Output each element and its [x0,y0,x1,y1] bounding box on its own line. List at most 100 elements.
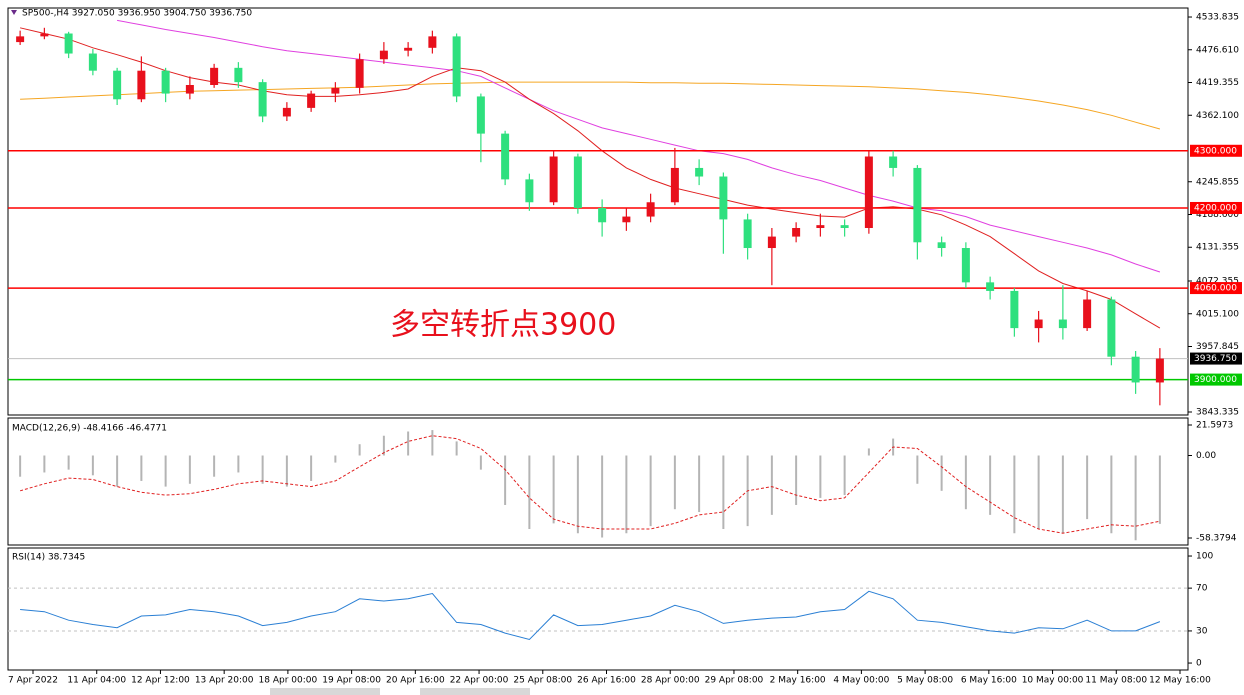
candle-body [40,33,49,37]
candle-body [355,59,364,88]
x-tick-label: 4 May 00:00 [833,676,889,686]
candle-body [889,156,898,168]
y-tick-label: 4072.355 [1196,276,1239,286]
moving-average [19,27,1161,329]
x-tick-label: 12 Apr 12:00 [131,676,190,686]
y-tick-label: 3843.335 [1196,408,1239,418]
candle-body [622,216,631,223]
y-tick-label: 4188.600 [1196,210,1239,220]
y-tick-label: 4419.355 [1196,78,1239,88]
macd-panel [7,417,1189,546]
annotation: 多空转折点3900 [390,308,616,343]
candle-body [16,36,25,43]
candle-body [937,242,946,249]
chart-header: SP500-,H4 3927.050 3936.950 3904.750 393… [22,9,252,19]
tab[interactable] [270,688,380,695]
candle-body [864,156,873,229]
level-tag [1190,373,1242,386]
rsi-y-tick-label: 100 [1196,552,1213,562]
candle-body [428,36,437,48]
x-tick-label: 25 Apr 08:00 [513,676,572,686]
candle-body [161,70,170,94]
macd-y-tick-label: 0.00 [1196,451,1216,461]
candle-body [695,167,704,177]
candle-body [113,70,122,100]
candle-body [670,167,679,203]
last-price-tag [1190,352,1242,365]
candle-body [913,167,922,243]
candle-body [792,228,801,237]
candle-body [573,156,582,208]
x-tick-label: 10 May 00:00 [1022,676,1084,686]
x-tick-label: 12 May 16:00 [1149,676,1211,686]
x-tick-label: 11 Apr 04:00 [67,676,126,686]
macd-y-tick-label: 21.5973 [1196,420,1233,430]
y-tick-label: 4362.100 [1196,111,1239,121]
candle-body [986,282,995,291]
candle-body [404,47,413,51]
candle-body [185,84,194,94]
candle-body [1010,290,1019,329]
macd-title: MACD(12,26,9) -48.4166 -46.4771 [12,424,167,434]
rsi-y-tick-label: 70 [1196,584,1208,594]
main-panel [7,7,1189,416]
candle-body [452,36,461,97]
candle-body [307,93,316,108]
x-tick-label: 13 Apr 20:00 [195,676,254,686]
level-label: 4200.000 [1194,203,1237,213]
x-tick-label: 26 Apr 16:00 [577,676,636,686]
level-label: 4060.000 [1194,284,1237,294]
candle-body [282,107,291,117]
candle-body [816,225,825,229]
candle-body [719,176,728,220]
y-tick-label: 3957.845 [1196,342,1239,352]
candle-body [234,67,243,83]
y-tick-label: 4533.835 [1196,13,1239,23]
x-tick-label: 19 Apr 08:00 [322,676,381,686]
candle-body [961,248,970,283]
x-tick-label: 2 May 16:00 [770,676,826,686]
rsi-title: RSI(14) 38.7345 [12,553,85,563]
tab[interactable] [420,688,530,695]
x-tick-label: 5 May 08:00 [897,676,953,686]
candle-body [1083,299,1092,329]
x-tick-label: 28 Apr 00:00 [641,676,700,686]
candle-body [767,236,776,249]
macd-signal [19,435,1161,534]
y-tick-label: 4476.610 [1196,45,1239,55]
candle-body [525,179,534,203]
x-tick-label: 22 Apr 00:00 [450,676,509,686]
candle-body [598,207,607,223]
candle-body [1155,358,1164,383]
header-icon [11,10,17,15]
candle-body [1034,319,1043,329]
level-tag [1190,144,1242,157]
level-label: 4300.000 [1194,146,1237,156]
macd-y-tick-label: -58.3794 [1196,534,1237,544]
candle-body [331,87,340,94]
candle-body [210,67,219,85]
x-tick-label: 20 Apr 16:00 [386,676,445,686]
rsi-line [20,590,1161,641]
candle-body [743,219,752,249]
candle-body [1107,299,1116,357]
candle-body [1131,356,1140,383]
candle-body [88,53,97,71]
candle-body [64,33,73,54]
x-tick-label: 7 Apr 2022 [8,676,58,686]
candle-body [501,133,510,180]
moving-average [117,19,1161,273]
last-price-label: 3936.750 [1194,354,1237,364]
rsi-y-tick-label: 30 [1196,626,1208,636]
candle-body [1058,319,1067,329]
candle-body [379,50,388,60]
level-tag [1190,282,1242,295]
rsi-panel [7,547,1189,671]
y-tick-label: 4131.355 [1196,243,1239,253]
candle-body [476,96,485,134]
level-label: 3900.000 [1194,375,1237,385]
candle-body [137,70,146,100]
